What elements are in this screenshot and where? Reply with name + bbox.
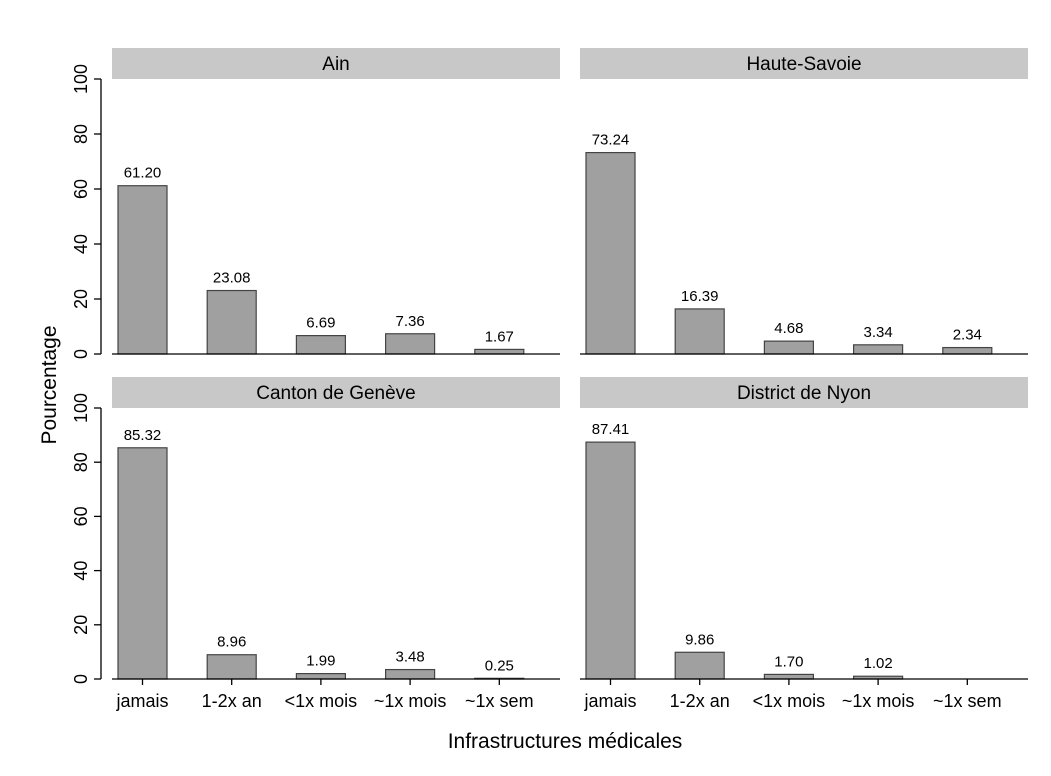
y-tick-label: 100	[71, 393, 91, 423]
bar-value-label: 9.86	[685, 631, 714, 648]
y-tick-label: 100	[71, 64, 91, 94]
bar	[474, 348, 525, 355]
panel-4: District de Nyon 87.41 9.86 1.70 1.02 jamais 1…	[580, 377, 1028, 711]
bar	[674, 651, 725, 680]
bar	[117, 447, 168, 680]
bar	[763, 673, 815, 680]
y-axis-title: Pourcentage	[38, 325, 61, 444]
x-tick-label: jamais	[583, 691, 636, 711]
y-tick-label: 80	[71, 452, 91, 472]
panel-title: Haute-Savoie	[746, 54, 861, 75]
bar-value-label: 4.68	[774, 320, 803, 337]
bar-value-label: 6.69	[306, 315, 335, 332]
x-tick-label: ~1x sem	[465, 691, 534, 711]
bar	[295, 673, 346, 680]
bar	[295, 335, 346, 355]
y-tick-label: 60	[71, 179, 91, 199]
y-tick-label: 80	[71, 124, 91, 144]
bar	[385, 333, 436, 355]
x-tick-label: 1-2x an	[202, 691, 262, 711]
bar-value-label: 1.99	[306, 653, 335, 670]
panel-title: Ain	[322, 54, 349, 75]
bar	[117, 185, 168, 355]
y-tick-label: 40	[71, 561, 91, 581]
x-tick-label: 1-2x an	[670, 691, 730, 711]
bar-value-label: 7.36	[395, 313, 424, 330]
x-axis-title: Infrastructures médicales	[448, 730, 683, 753]
bar	[585, 151, 636, 355]
bar-value-label: 2.34	[953, 327, 982, 344]
panel-title: District de Nyon	[737, 383, 871, 404]
bar-value-label: 61.20	[124, 165, 162, 182]
x-tick-label: ~1x sem	[933, 691, 1002, 711]
bar-value-label: 1.02	[863, 655, 892, 672]
bar-value-label: 1.70	[774, 653, 803, 670]
panel-strip	[580, 377, 1028, 408]
y-tick-label: 0	[71, 349, 91, 359]
x-tick-label: jamais	[115, 691, 168, 711]
bar-value-label: 3.34	[863, 324, 892, 341]
y-tick-label: 60	[71, 506, 91, 526]
bar-value-label: 73.24	[592, 132, 630, 149]
bar-value-label: 16.39	[681, 288, 719, 305]
x-tick-label: <1x mois	[753, 691, 826, 711]
x-tick-label: ~1x mois	[842, 691, 915, 711]
panel-1: Ain 61.20 23.08 6.69 7.36 1.67 0 20 40 60 80 100	[71, 48, 560, 359]
bar-value-label: 3.48	[395, 649, 424, 666]
x-tick-label: ~1x mois	[374, 691, 447, 711]
panel-2: Haute-Savoie 73.24 16.39 4.68 3.34 2.34	[580, 48, 1028, 355]
bar-value-label: 1.67	[485, 328, 514, 345]
bar	[942, 346, 993, 355]
y-tick-label: 40	[71, 234, 91, 254]
bar-value-label: 0.25	[485, 657, 514, 674]
bar-value-label: 23.08	[213, 270, 251, 287]
bar	[385, 668, 436, 680]
bar	[206, 289, 257, 355]
panel-3: Canton de Genève 85.32 8.96 1.99 3.48 0.25 0 20…	[71, 377, 560, 711]
bar-value-label: 87.41	[592, 421, 630, 438]
bar	[674, 308, 725, 355]
bar	[852, 344, 904, 355]
bar	[763, 340, 815, 355]
panel-title: Canton de Genève	[256, 383, 416, 404]
panel-strip	[112, 377, 560, 408]
bar-value-label: 8.96	[217, 634, 246, 651]
y-tick-label: 20	[71, 289, 91, 309]
bar-value-label: 85.32	[124, 427, 162, 444]
y-tick-label: 0	[71, 674, 91, 684]
y-tick-label: 20	[71, 615, 91, 635]
bar	[585, 441, 636, 680]
panel-strip	[112, 48, 560, 79]
bar	[206, 654, 257, 680]
x-tick-label: <1x mois	[285, 691, 358, 711]
panel-strip	[580, 48, 1028, 79]
